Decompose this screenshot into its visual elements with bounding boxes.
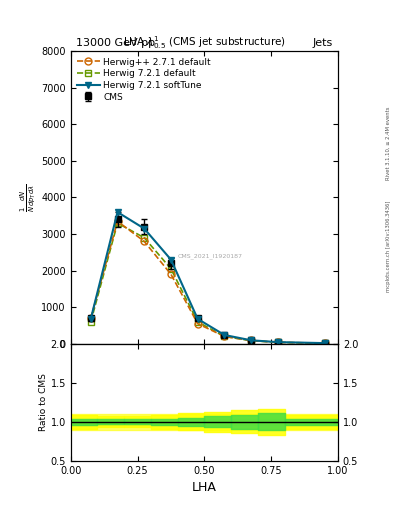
Text: Rivet 3.1.10, ≥ 2.4M events: Rivet 3.1.10, ≥ 2.4M events xyxy=(386,106,391,180)
Herwig++ 2.7.1 default xyxy=(249,337,253,344)
Herwig 7.2.1 default xyxy=(249,337,253,344)
Line: Herwig++ 2.7.1 default: Herwig++ 2.7.1 default xyxy=(87,218,328,347)
Y-axis label: Ratio to CMS: Ratio to CMS xyxy=(39,373,48,431)
Line: Herwig 7.2.1 default: Herwig 7.2.1 default xyxy=(87,220,328,347)
Herwig 7.2.1 default xyxy=(115,220,120,226)
Herwig++ 2.7.1 default xyxy=(142,238,147,244)
Herwig++ 2.7.1 default xyxy=(322,340,327,346)
Herwig 7.2.1 default xyxy=(222,333,227,339)
Herwig++ 2.7.1 default xyxy=(88,315,93,321)
X-axis label: LHA: LHA xyxy=(192,481,217,494)
Herwig 7.2.1 default xyxy=(169,266,173,272)
Herwig 7.2.1 default xyxy=(322,340,327,346)
Herwig 7.2.1 softTune xyxy=(275,339,280,345)
Herwig 7.2.1 softTune xyxy=(115,209,120,215)
Herwig 7.2.1 softTune xyxy=(88,316,93,322)
Herwig++ 2.7.1 default xyxy=(222,333,227,339)
Herwig++ 2.7.1 default xyxy=(169,271,173,278)
Y-axis label: $\frac{1}{N}\frac{dN}{dp_T d\lambda}$: $\frac{1}{N}\frac{dN}{dp_T d\lambda}$ xyxy=(19,183,39,212)
Bar xyxy=(71,414,338,430)
Herwig 7.2.1 default xyxy=(88,319,93,325)
Herwig 7.2.1 softTune xyxy=(195,316,200,322)
Text: mcplots.cern.ch [arXiv:1306.3436]: mcplots.cern.ch [arXiv:1306.3436] xyxy=(386,200,391,291)
Herwig 7.2.1 softTune xyxy=(249,337,253,344)
Line: Herwig 7.2.1 softTune: Herwig 7.2.1 softTune xyxy=(87,209,328,347)
Herwig 7.2.1 softTune xyxy=(222,332,227,338)
Title: LHA $\lambda^{1}_{0.5}$ (CMS jet substructure): LHA $\lambda^{1}_{0.5}$ (CMS jet substru… xyxy=(123,34,286,51)
Herwig++ 2.7.1 default xyxy=(275,339,280,346)
Legend: Herwig++ 2.7.1 default, Herwig 7.2.1 default, Herwig 7.2.1 softTune, CMS: Herwig++ 2.7.1 default, Herwig 7.2.1 def… xyxy=(75,56,213,103)
Herwig 7.2.1 softTune xyxy=(322,340,327,346)
Herwig 7.2.1 softTune xyxy=(169,257,173,263)
Herwig 7.2.1 default xyxy=(142,234,147,241)
Herwig++ 2.7.1 default xyxy=(115,218,120,224)
Herwig 7.2.1 default xyxy=(275,339,280,346)
Bar xyxy=(71,419,338,425)
Text: 13000 GeV pp: 13000 GeV pp xyxy=(76,38,155,48)
Text: CMS_2021_I1920187: CMS_2021_I1920187 xyxy=(177,253,242,259)
Herwig 7.2.1 default xyxy=(195,319,200,325)
Text: Jets: Jets xyxy=(312,38,332,48)
Herwig++ 2.7.1 default xyxy=(195,321,200,327)
Herwig 7.2.1 softTune xyxy=(142,225,147,231)
